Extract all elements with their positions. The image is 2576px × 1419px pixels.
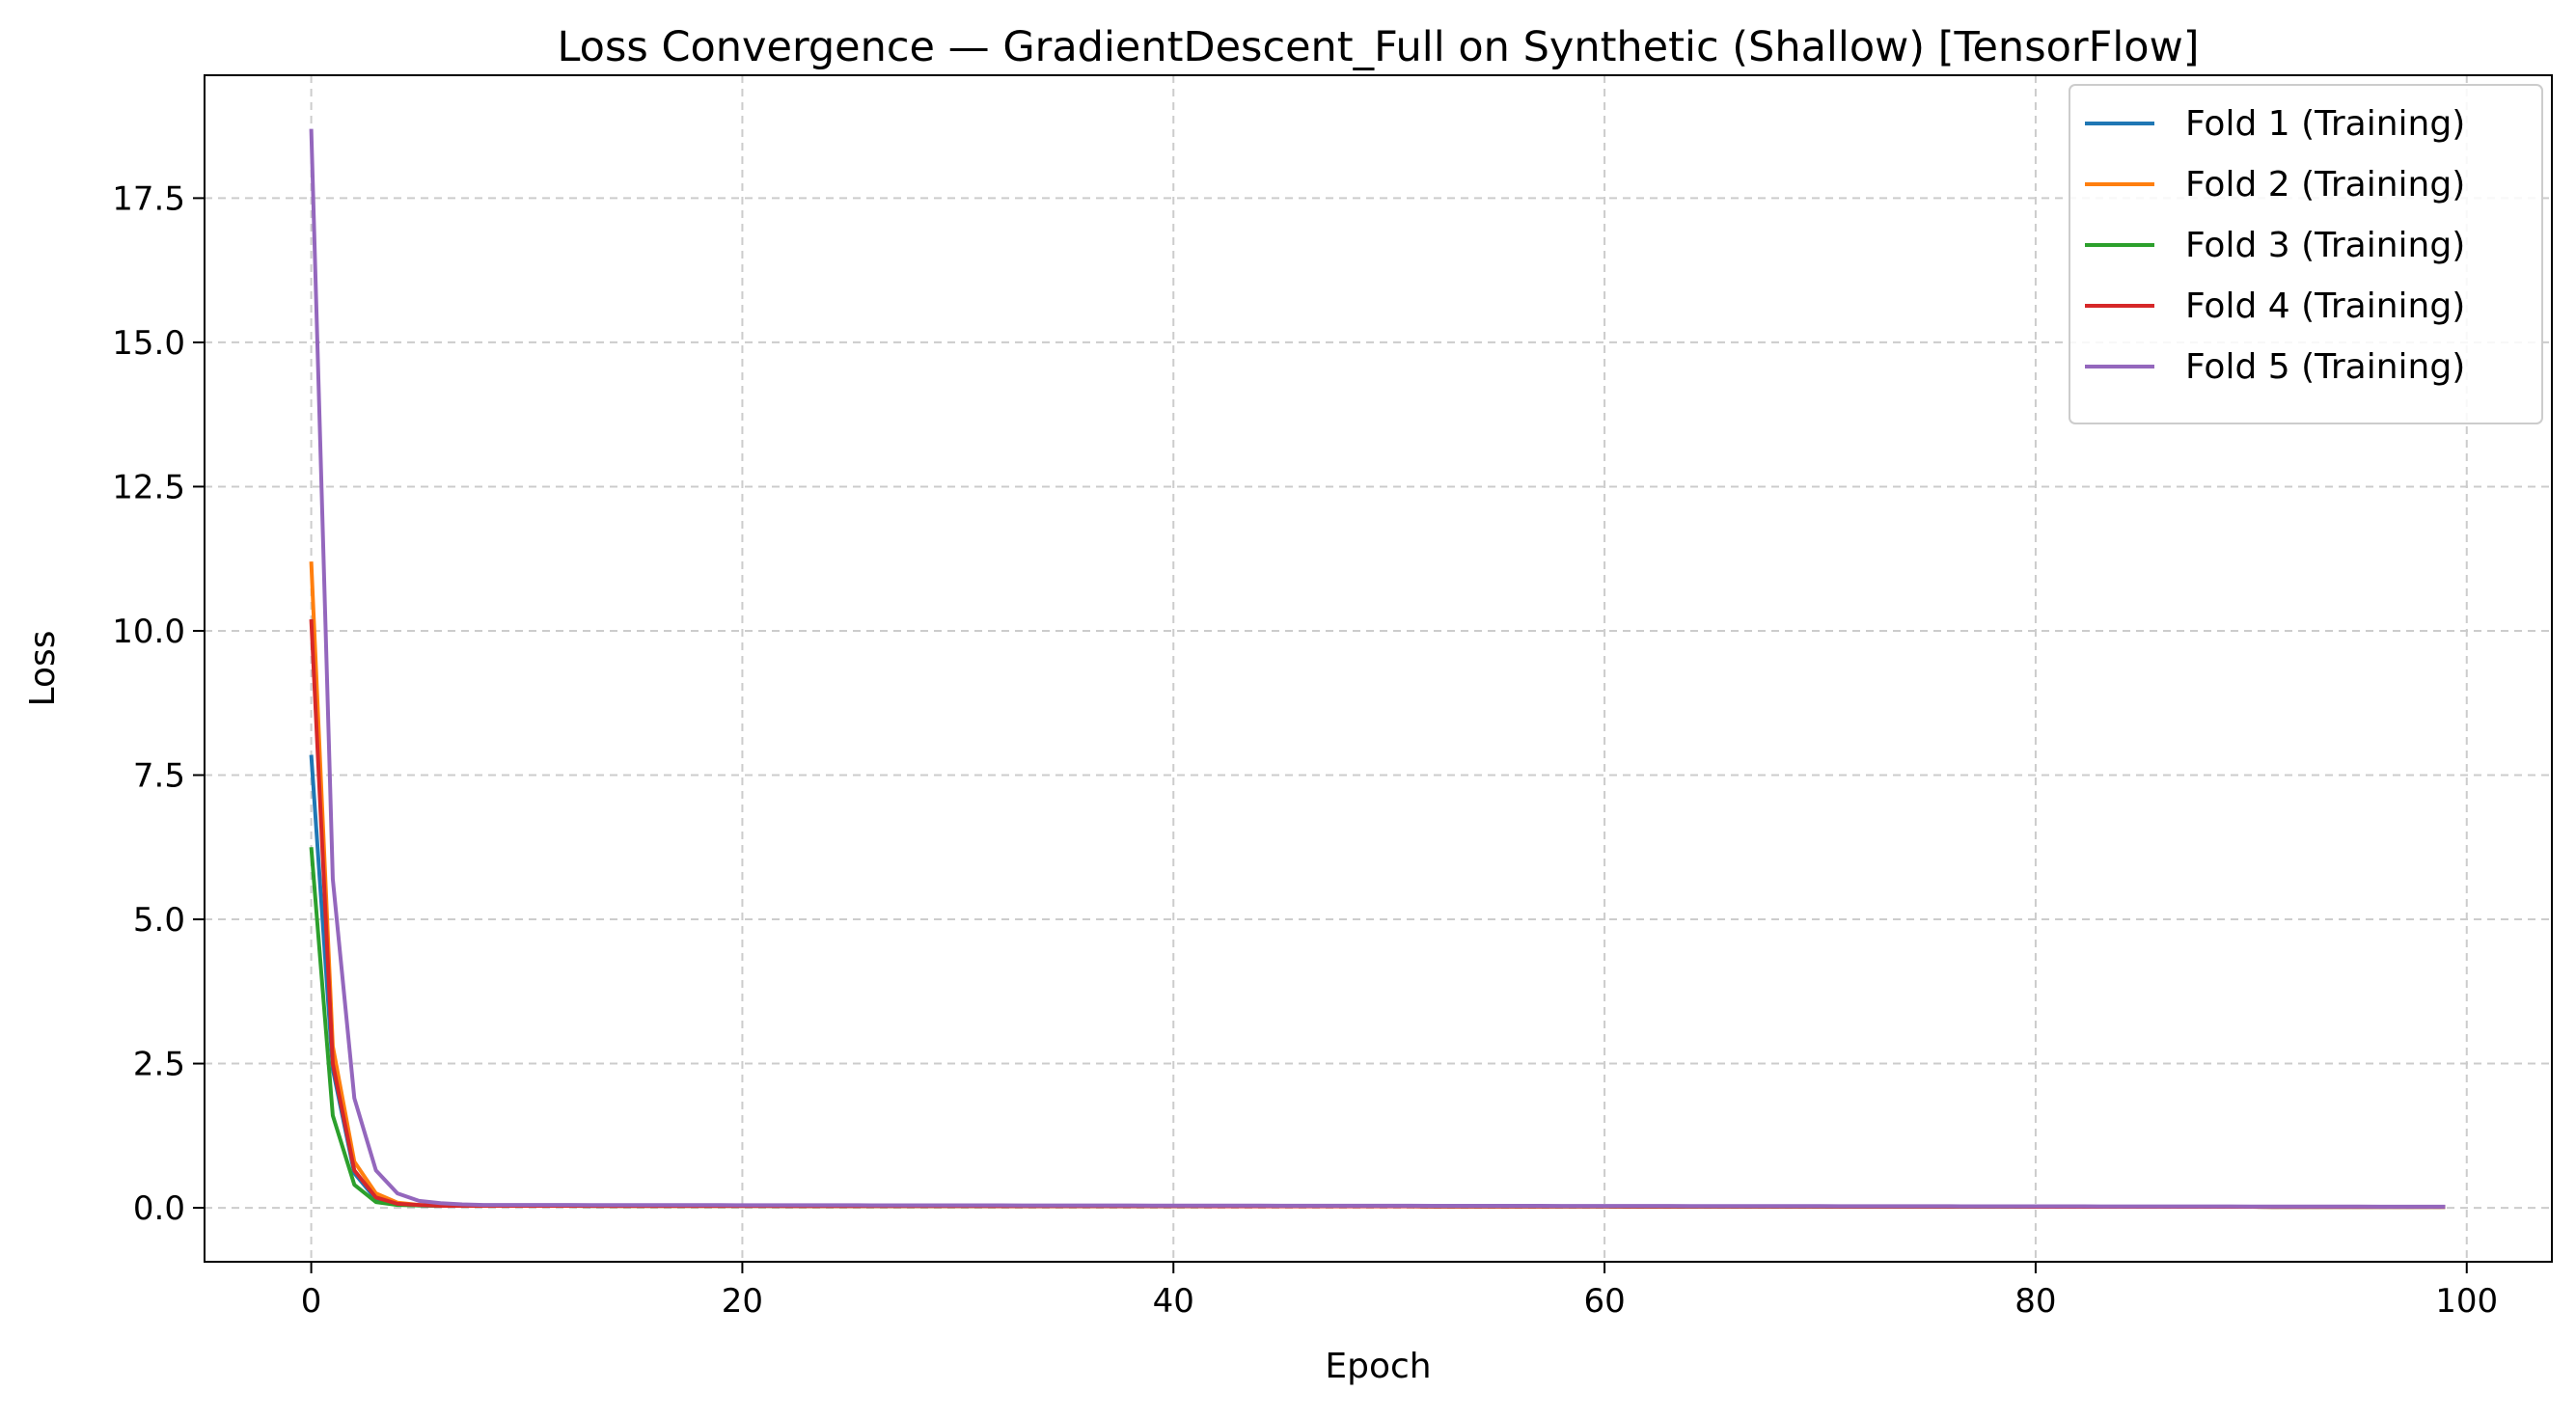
legend-label: Fold 3 (Training) bbox=[2185, 226, 2465, 265]
legend-label: Fold 2 (Training) bbox=[2185, 165, 2465, 205]
legend-label: Fold 4 (Training) bbox=[2185, 287, 2465, 326]
legend-label: Fold 5 (Training) bbox=[2185, 347, 2465, 387]
series-lines bbox=[309, 128, 2446, 1210]
chart-title: Loss Convergence — GradientDescent_Full … bbox=[557, 23, 2199, 71]
x-tick-label: 60 bbox=[1583, 1282, 1625, 1321]
legend-box bbox=[2069, 84, 2543, 424]
y-tick-label: 2.5 bbox=[133, 1046, 185, 1084]
y-axis-ticks: 0.0 2.5 5.0 7.5 10.0 12.5 15.0 17.5 bbox=[112, 179, 205, 1228]
y-tick-label: 7.5 bbox=[133, 756, 185, 795]
x-tick-label: 40 bbox=[1153, 1282, 1194, 1321]
legend-label: Fold 1 (Training) bbox=[2185, 104, 2465, 144]
legend: Fold 1 (Training) Fold 2 (Training) Fold 3… bbox=[2069, 84, 2543, 424]
plot-frame bbox=[204, 74, 2553, 1263]
series-line bbox=[309, 128, 2446, 1209]
y-tick-label: 12.5 bbox=[112, 468, 185, 506]
x-tick-label: 20 bbox=[722, 1282, 763, 1321]
x-axis-ticks: 0 20 40 60 80 100 bbox=[301, 1262, 2498, 1321]
y-tick-label: 10.0 bbox=[112, 613, 185, 651]
x-tick-label: 100 bbox=[2435, 1282, 2498, 1321]
y-tick-label: 5.0 bbox=[133, 901, 185, 940]
x-tick-label: 80 bbox=[2014, 1282, 2056, 1321]
x-axis-label: Epoch bbox=[1325, 1347, 1431, 1386]
y-tick-label: 0.0 bbox=[133, 1189, 185, 1228]
y-tick-label: 17.5 bbox=[112, 179, 185, 218]
grid bbox=[205, 75, 2552, 1262]
y-axis-label: Loss bbox=[23, 631, 63, 707]
y-tick-label: 15.0 bbox=[112, 324, 185, 363]
x-tick-label: 0 bbox=[301, 1282, 322, 1321]
